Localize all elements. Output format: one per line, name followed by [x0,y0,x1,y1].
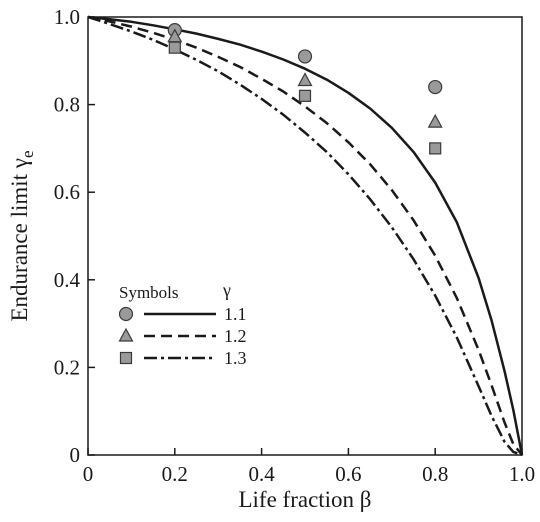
x-tick-label: 0.6 [335,462,361,486]
legend-label: 1.3 [224,348,247,368]
data-point-triangle [429,115,442,127]
legend-header-symbols: Symbols [119,283,179,302]
y-axis-title: Endurance limit γe [7,151,37,322]
y-axis: 0 0.2 0.4 0.6 0.8 1.0 [54,5,95,467]
x-tick-label: 0.2 [162,462,188,486]
x-axis-title: Life fraction β [238,487,371,512]
x-tick-label: 0.8 [422,462,448,486]
legend: Symbols γ 1.11.21.3 [119,280,247,368]
legend-marker-square [121,353,132,364]
y-tick-label: 0.4 [54,268,81,292]
y-tick-label: 0 [70,443,81,467]
y-tick-label: 0.2 [54,355,80,379]
x-tick-label: 0 [83,462,94,486]
y-tick-label: 0.8 [54,93,80,117]
data-point-square [430,143,441,154]
data-point-square [300,90,311,101]
legend-marker-circle [120,308,133,321]
series-markers [168,24,441,154]
y-axis-title-main: Endurance limit γ [7,158,32,321]
y-tick-label: 1.0 [54,5,80,29]
legend-marker-triangle [120,329,133,341]
y-axis-title-subscript: e [18,151,37,159]
data-point-square [169,42,180,53]
data-point-circle [429,81,442,94]
data-point-triangle [299,74,312,86]
legend-header-gamma: γ [222,280,231,300]
data-point-circle [299,50,312,63]
y-tick-label: 0.6 [54,180,80,204]
legend-label: 1.2 [224,326,247,346]
x-tick-label: 0.4 [248,462,275,486]
x-tick-label: 1.0 [509,462,535,486]
legend-label: 1.1 [224,304,247,324]
x-axis: 0 0.2 0.4 0.6 0.8 1.0 [83,448,535,486]
